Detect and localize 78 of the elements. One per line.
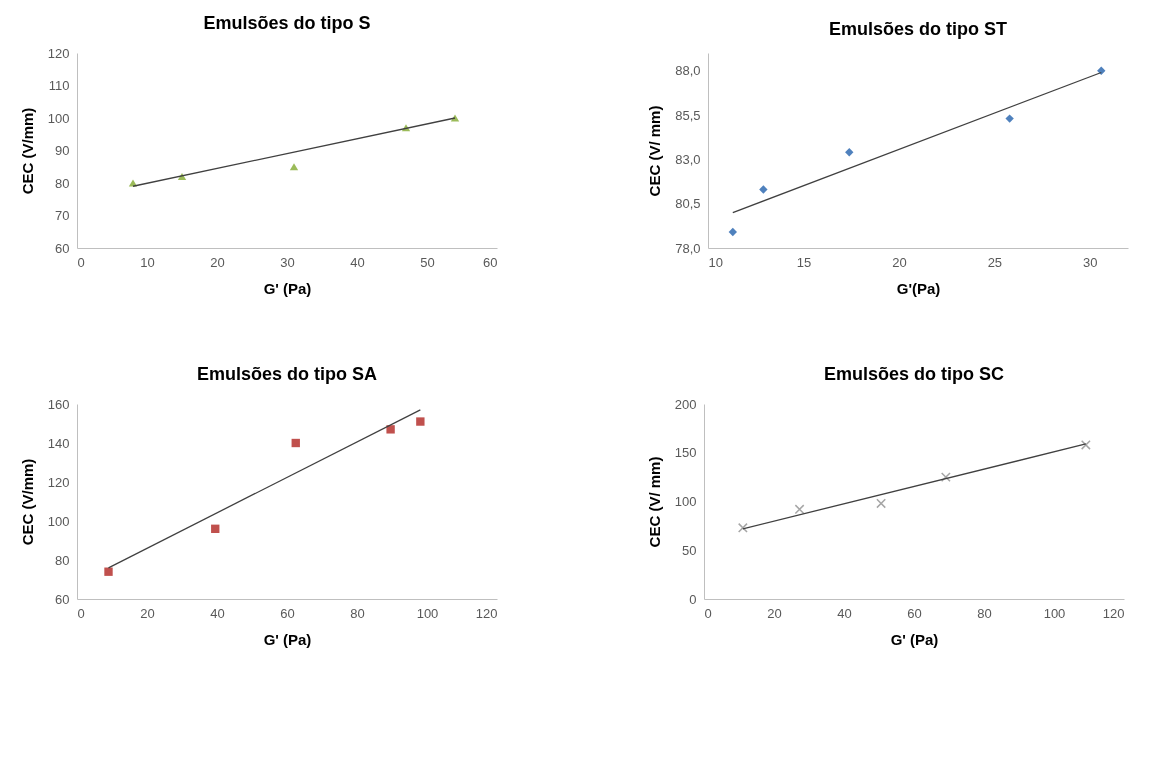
x-tick-label: 0 (704, 605, 712, 621)
y-tick-label: 100 (674, 494, 697, 509)
point (1080, 440, 1091, 450)
y-tick-label: 200 (674, 396, 697, 412)
y-axis-title: CEC (V/mm) (18, 458, 36, 546)
y-tick-label: 100 (47, 513, 70, 529)
y-tick-label: 0 (689, 591, 697, 607)
chart-title: Emulsões do tipo S (203, 13, 371, 33)
point (211, 524, 220, 533)
x-tick-label: 40 (350, 254, 365, 270)
x-tick-label: 20 (140, 605, 155, 621)
x-tick-label: 100 (416, 605, 439, 621)
chart-title: Emulsões do tipo ST (828, 19, 1008, 39)
chart-title: Emulsões do tipo SA (196, 364, 378, 384)
point (104, 567, 113, 576)
x-tick-label: 40 (837, 605, 852, 621)
x-tick-label: 30 (280, 254, 295, 270)
y-tick-label: 83,0 (675, 151, 701, 167)
y-tick-label: 85,5 (675, 107, 701, 123)
x-tick-label: 10 (140, 254, 155, 270)
point (794, 504, 805, 515)
y-tick-label: 80,5 (675, 196, 701, 212)
x-tick-label: 80 (350, 605, 365, 621)
x-axis-title: G' (Pa) (890, 630, 939, 648)
y-tick-label: 60 (55, 240, 70, 256)
point (450, 114, 460, 122)
x-tick-label: 20 (767, 605, 782, 621)
x-tick-label: 20 (892, 254, 907, 270)
y-tick-label: 120 (47, 474, 70, 490)
point (291, 438, 300, 448)
chart-title: Emulsões do tipo SC (823, 364, 1005, 384)
y-axis-title: CEC (V/ mm) (645, 456, 663, 548)
y-tick-label: 120 (47, 45, 70, 61)
x-tick-label: 60 (907, 605, 922, 621)
y-tick-label: 150 (674, 445, 697, 461)
point (728, 227, 737, 237)
x-tick-label: 120 (475, 605, 498, 621)
x-tick-label: 100 (1043, 605, 1066, 621)
y-tick-label: 90 (55, 143, 70, 158)
x-tick-label: 60 (280, 605, 295, 621)
x-tick-label: 0 (77, 605, 85, 621)
y-tick-label: 140 (47, 435, 70, 451)
x-tick-label: 15 (796, 254, 812, 270)
x-axis-title: G' (Pa) (263, 630, 312, 648)
x-tick-label: 120 (1102, 605, 1125, 621)
x-tick-label: 0 (77, 254, 85, 270)
point (1005, 114, 1014, 123)
y-tick-label: 78,0 (675, 240, 701, 256)
x-tick-label: 25 (987, 254, 1003, 270)
point (876, 498, 887, 509)
point (759, 185, 768, 194)
y-tick-label: 80 (55, 552, 70, 568)
x-axis-title: G' (Pa) (263, 279, 312, 297)
x-tick-label: 30 (1083, 254, 1098, 270)
y-tick-label: 88,0 (675, 63, 701, 79)
point (1097, 66, 1106, 75)
y-tick-label: 160 (47, 396, 70, 412)
x-tick-label: 50 (420, 254, 435, 270)
x-tick-label: 40 (210, 605, 225, 621)
y-tick-label: 110 (48, 78, 70, 93)
x-tick-label: 80 (977, 605, 992, 621)
point (737, 522, 748, 533)
point (386, 425, 395, 434)
point (940, 472, 951, 483)
y-tick-label: 100 (47, 110, 70, 126)
point (289, 163, 299, 171)
y-tick-label: 80 (55, 175, 70, 191)
y-axis-title: CEC (V/ mm) (646, 105, 664, 197)
y-axis-title: CEC (V/mm) (18, 107, 36, 195)
x-tick-label: 10 (708, 254, 723, 270)
point (416, 417, 425, 426)
x-axis-title: G'(Pa) (896, 279, 941, 297)
x-tick-label: 60 (483, 254, 498, 270)
y-tick-label: 60 (55, 591, 70, 607)
point (845, 148, 854, 157)
y-tick-label: 70 (55, 208, 70, 223)
y-tick-label: 50 (682, 542, 697, 558)
x-tick-label: 20 (210, 254, 225, 270)
